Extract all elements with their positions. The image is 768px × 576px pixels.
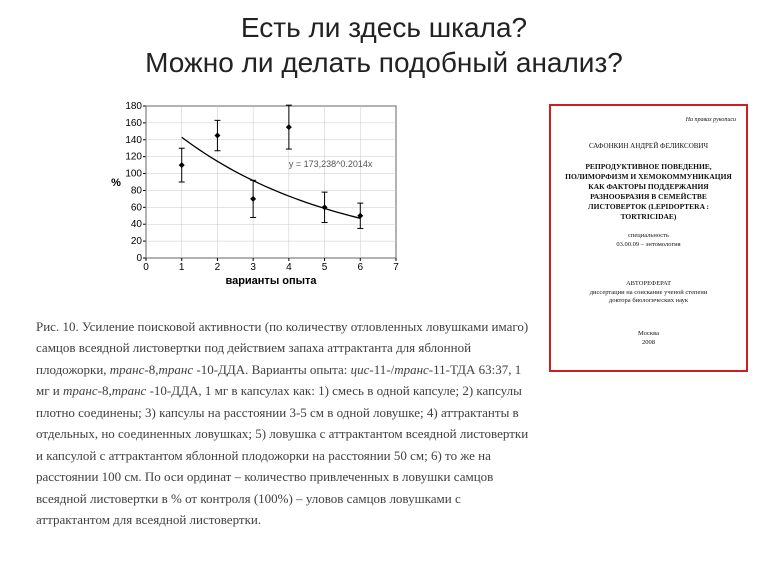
svg-text:%: % [111, 177, 121, 189]
caption-i4: транс [394, 362, 429, 377]
caption-i3: цис [351, 362, 370, 377]
document-body: На правах рукописи САФОНКИН АНДРЕЙ ФЕЛИК… [561, 116, 736, 360]
doc-spec-value: 03.00.09 – энтомология [616, 241, 680, 248]
svg-text:5: 5 [322, 262, 328, 273]
svg-text:80: 80 [131, 185, 143, 196]
svg-text:40: 40 [131, 219, 143, 230]
doc-city: Москва [638, 330, 659, 337]
chart-panel: 0 20 40 60 80 100 120 140 160 180 0 1 2 3 4 5 6 7 y = 173,… [104, 98, 404, 288]
svg-text:180: 180 [125, 101, 142, 112]
svg-text:160: 160 [125, 118, 142, 129]
caption-i6: транс [112, 383, 147, 398]
caption-t6: -10-ДДА, 1 мг в капсулах как: 1) смесь в… [36, 383, 528, 527]
caption-t3: -11-/ [369, 362, 394, 377]
caption-i5: транс [63, 383, 98, 398]
svg-text:7: 7 [393, 262, 399, 273]
caption-i2: транс [159, 362, 194, 377]
svg-text:140: 140 [125, 135, 142, 146]
doc-abs3: доктора биологических наук [609, 297, 688, 304]
svg-text:0: 0 [136, 253, 142, 264]
chart-svg: 0 20 40 60 80 100 120 140 160 180 0 1 2 3 4 5 6 7 y = 173,… [104, 98, 404, 288]
caption-t5: -8, [98, 383, 112, 398]
doc-abs1: АВТОРЕФЕРАТ [626, 280, 671, 287]
svg-text:y = 173,238^0.2014x: y = 173,238^0.2014x [289, 159, 373, 169]
title-line-1: Есть ли здесь шкала? [241, 12, 527, 43]
svg-text:60: 60 [131, 202, 143, 213]
caption-t2: -10-ДДА. Варианты опыта: [193, 362, 351, 377]
doc-author: САФОНКИН АНДРЕЙ ФЕЛИКСОВИЧ [561, 142, 736, 151]
doc-rights: На правах рукописи [561, 116, 736, 124]
svg-text:1: 1 [179, 262, 185, 273]
doc-abs2: диссертации на соискание ученой степени [590, 289, 708, 296]
document-thumbnail: На правах рукописи САФОНКИН АНДРЕЙ ФЕЛИК… [549, 104, 748, 372]
doc-year: 2008 [642, 339, 655, 346]
svg-text:4: 4 [286, 262, 292, 273]
doc-spec-label: специальность [628, 232, 669, 239]
title-line-2: Можно ли делать подобный анализ? [145, 47, 623, 78]
caption-t1: -8, [144, 362, 158, 377]
figure-caption: Рис. 10. Усиление поисковой активности (… [36, 316, 536, 530]
caption-i1: транс [110, 362, 145, 377]
svg-text:2: 2 [215, 262, 221, 273]
svg-text:120: 120 [125, 152, 142, 163]
doc-spec: специальность 03.00.09 – энтомология [561, 232, 736, 250]
svg-text:20: 20 [131, 236, 143, 247]
svg-text:6: 6 [358, 262, 364, 273]
svg-text:0: 0 [143, 262, 149, 273]
svg-text:варианты опыта: варианты опыта [225, 275, 317, 287]
doc-abstract: АВТОРЕФЕРАТ диссертации на соискание уче… [561, 280, 736, 306]
slide-title: Есть ли здесь шкала? Можно ли делать под… [0, 10, 768, 80]
svg-text:100: 100 [125, 169, 142, 180]
doc-footer: Москва 2008 [561, 330, 736, 348]
svg-text:3: 3 [250, 262, 256, 273]
doc-title: РЕПРОДУКТИВНОЕ ПОВЕДЕНИЕ, ПОЛИМОРФИЗМ И … [561, 162, 736, 223]
